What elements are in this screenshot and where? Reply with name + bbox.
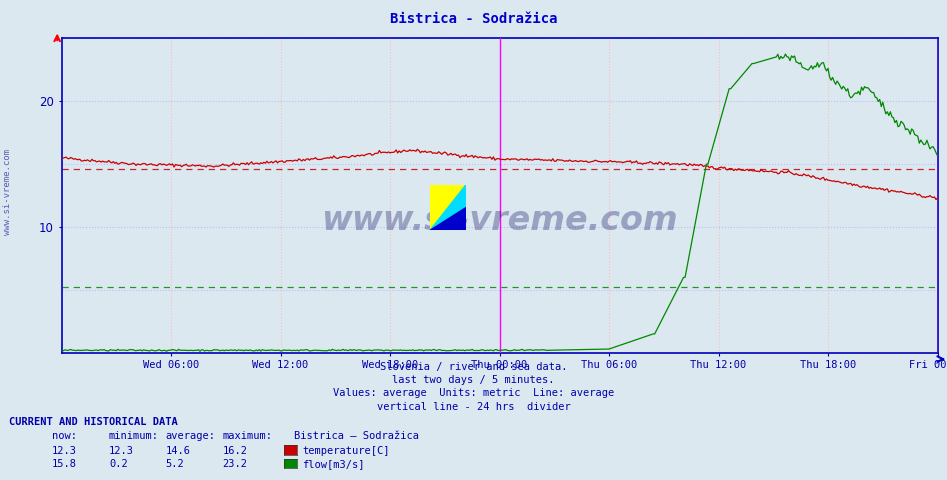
Text: flow[m3/s]: flow[m3/s]: [302, 459, 365, 469]
Text: last two days / 5 minutes.: last two days / 5 minutes.: [392, 375, 555, 385]
Text: 15.8: 15.8: [52, 459, 77, 469]
Text: 23.2: 23.2: [223, 459, 247, 469]
Text: CURRENT AND HISTORICAL DATA: CURRENT AND HISTORICAL DATA: [9, 417, 178, 427]
Text: vertical line - 24 hrs  divider: vertical line - 24 hrs divider: [377, 402, 570, 412]
Text: Slovenia / river and sea data.: Slovenia / river and sea data.: [380, 361, 567, 372]
Text: www.si-vreme.com: www.si-vreme.com: [3, 149, 12, 235]
Text: 14.6: 14.6: [166, 445, 190, 456]
Text: Bistrica – Sodražica: Bistrica – Sodražica: [294, 431, 419, 441]
Text: 16.2: 16.2: [223, 445, 247, 456]
Text: maximum:: maximum:: [223, 431, 273, 441]
Text: 12.3: 12.3: [52, 445, 77, 456]
Text: 0.2: 0.2: [109, 459, 128, 469]
Text: average:: average:: [166, 431, 216, 441]
Polygon shape: [430, 208, 466, 230]
Polygon shape: [430, 185, 466, 230]
Text: temperature[C]: temperature[C]: [302, 445, 389, 456]
Text: www.si-vreme.com: www.si-vreme.com: [321, 204, 678, 237]
Text: now:: now:: [52, 431, 77, 441]
Text: 5.2: 5.2: [166, 459, 185, 469]
Text: 12.3: 12.3: [109, 445, 134, 456]
Polygon shape: [430, 185, 466, 230]
Text: Values: average  Units: metric  Line: average: Values: average Units: metric Line: aver…: [333, 388, 614, 398]
Text: minimum:: minimum:: [109, 431, 159, 441]
Text: Bistrica - Sodražica: Bistrica - Sodražica: [390, 12, 557, 26]
